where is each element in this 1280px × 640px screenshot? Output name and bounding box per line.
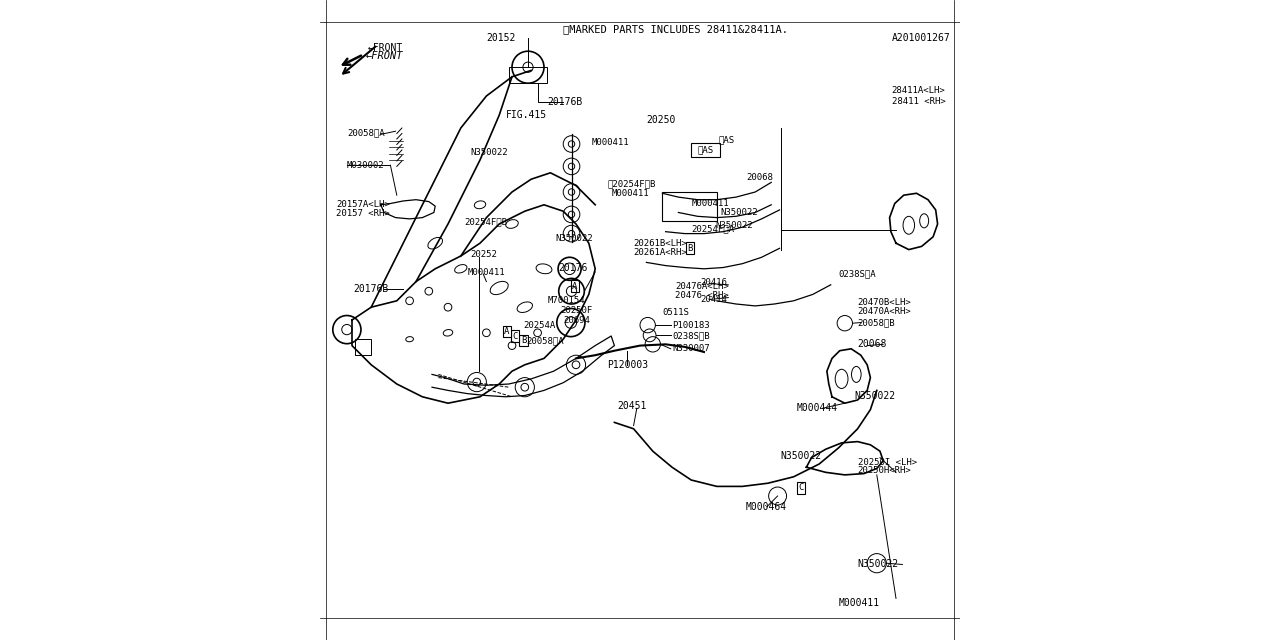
Text: 20254F⁊B: 20254F⁊B: [465, 217, 507, 226]
Text: 20414: 20414: [701, 295, 727, 304]
Text: ⁊AS: ⁊AS: [698, 145, 713, 154]
Text: M000464: M000464: [745, 502, 787, 512]
Text: 20250I <LH>: 20250I <LH>: [858, 458, 916, 467]
Text: A201001267: A201001267: [892, 33, 950, 44]
Text: 20254F⁊A: 20254F⁊A: [691, 225, 735, 234]
Text: 20152: 20152: [486, 33, 516, 44]
Text: 0238S⁊B: 0238S⁊B: [672, 331, 709, 340]
Text: A: A: [504, 327, 509, 336]
Text: M030002: M030002: [347, 161, 384, 170]
Text: N350022: N350022: [858, 559, 899, 570]
Text: N350022: N350022: [781, 451, 822, 461]
Text: 20470A<RH>: 20470A<RH>: [858, 307, 911, 316]
Text: M000411: M000411: [591, 138, 630, 147]
Text: 20250F: 20250F: [561, 306, 593, 315]
Text: 20176B: 20176B: [548, 97, 582, 108]
Text: 20157 <RH>: 20157 <RH>: [335, 209, 389, 218]
Text: ⁊AS: ⁊AS: [718, 135, 735, 144]
Text: 20476A<LH>: 20476A<LH>: [676, 282, 728, 291]
Text: A: A: [572, 282, 577, 291]
Text: M000411: M000411: [612, 189, 649, 198]
Text: 20451: 20451: [618, 401, 646, 412]
Text: 0238S⁊A: 0238S⁊A: [838, 269, 876, 278]
Text: FIG.415: FIG.415: [506, 110, 547, 120]
Text: M000411: M000411: [467, 268, 504, 277]
Text: 20058⁊A: 20058⁊A: [347, 129, 384, 138]
Text: N350022: N350022: [716, 221, 753, 230]
Text: ⁊20254F⁊B: ⁊20254F⁊B: [608, 180, 657, 189]
Text: 20176: 20176: [558, 262, 588, 273]
Text: 20416: 20416: [701, 278, 727, 287]
Text: 20470B<LH>: 20470B<LH>: [858, 298, 911, 307]
Text: P100183: P100183: [672, 321, 709, 330]
Text: N350022: N350022: [471, 148, 508, 157]
Text: N350022: N350022: [556, 234, 593, 243]
Text: 28411A<LH>: 28411A<LH>: [891, 86, 945, 95]
Text: 20176B: 20176B: [353, 284, 389, 294]
Text: 0511S: 0511S: [663, 308, 689, 317]
Text: 28411 <RH>: 28411 <RH>: [891, 97, 945, 106]
Text: N330007: N330007: [672, 344, 709, 353]
Text: B: B: [687, 244, 692, 253]
Text: 20250H<RH>: 20250H<RH>: [858, 466, 911, 475]
Bar: [356, 339, 371, 355]
Text: 20261B<LH>: 20261B<LH>: [634, 239, 687, 248]
Text: 20250: 20250: [646, 115, 676, 125]
Text: M000411: M000411: [691, 199, 728, 208]
Text: 20058⁊A: 20058⁊A: [526, 337, 563, 346]
Text: 20157A<LH>: 20157A<LH>: [335, 200, 389, 209]
Text: 20252: 20252: [471, 250, 497, 259]
Text: N350022: N350022: [719, 208, 758, 217]
Text: 20068: 20068: [746, 173, 773, 182]
Text: 20694: 20694: [563, 316, 590, 324]
Text: M000411: M000411: [838, 598, 879, 608]
Text: C: C: [799, 483, 804, 492]
Text: 20058⁊B: 20058⁊B: [858, 318, 895, 327]
Text: B: B: [521, 336, 526, 345]
Bar: [508, 67, 548, 83]
Text: 20261A<RH>: 20261A<RH>: [634, 248, 687, 257]
Text: 20254A: 20254A: [524, 321, 556, 330]
Text: ←FRONT: ←FRONT: [366, 51, 403, 61]
Text: C: C: [512, 332, 518, 340]
Text: ←FRONT: ←FRONT: [369, 43, 403, 53]
Text: M700154: M700154: [548, 296, 585, 305]
Text: 20068: 20068: [858, 339, 887, 349]
Text: 20476 <RH>: 20476 <RH>: [676, 291, 728, 300]
Text: P120003: P120003: [607, 360, 648, 370]
Text: ※MARKED PARTS INCLUDES 28411&28411A.: ※MARKED PARTS INCLUDES 28411&28411A.: [563, 24, 788, 34]
Text: N350022: N350022: [855, 390, 896, 401]
Text: M000444: M000444: [796, 403, 838, 413]
